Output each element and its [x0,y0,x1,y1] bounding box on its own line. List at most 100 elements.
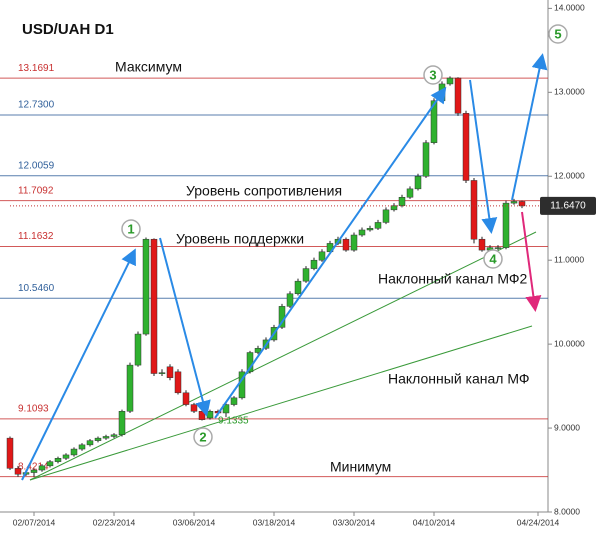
level-label: 13.1691 [18,63,55,74]
level-label: 12.7300 [18,100,55,111]
candle-body [230,397,238,405]
marker-circle [121,219,141,239]
y-tick-label: 11.0000 [554,254,584,264]
candle-body [510,201,518,204]
candle-body [86,440,94,446]
trend-line-mf2 [29,231,537,481]
level-label: 11.7092 [18,185,54,196]
candle-body [6,437,14,469]
candle-body [382,209,390,223]
arrow-down [521,211,542,312]
candle-body [190,404,198,412]
candle-body [310,259,318,269]
marker-label: 4 [489,251,497,266]
chart-title: USD/UAH D1 [22,21,114,38]
candle-body [502,202,510,248]
x-tick-label: 03/18/2014 [253,517,296,527]
low-point-label: 9.1335 [218,416,249,427]
candle-body [454,77,462,114]
annotation: Наклонный канал МФ2 [378,271,527,287]
candle-body [446,77,454,85]
level-label: 12.0059 [18,160,55,171]
candle-body [134,333,142,366]
x-tick-label: 04/10/2014 [413,517,456,527]
candle-body [118,411,126,436]
candle-body [374,222,382,229]
candle-body [14,468,22,475]
candle-body [30,469,38,473]
candle-body [286,293,294,307]
candle-body [318,251,326,261]
arrow [511,53,548,201]
candle-body [78,444,86,450]
candle-body [206,411,214,419]
x-tick-label: 02/23/2014 [93,517,136,527]
trend-line-mf [29,325,533,481]
candle-body [126,364,134,412]
candle-body [166,366,174,378]
candle-body [142,238,150,335]
arrow [21,248,136,481]
candle-body [366,228,374,231]
candle-body [110,434,118,437]
arrow [214,86,447,419]
candle-body [302,268,310,282]
candle-body [222,404,230,414]
marker-label: 1 [127,221,134,236]
candle-body [54,458,62,462]
marker-circle [193,427,213,447]
marker-circle [423,65,443,85]
candle-body [182,392,190,405]
marker-label: 5 [554,26,561,41]
candle-body [414,176,422,190]
y-tick-label: 9.0000 [554,422,580,432]
x-tick-label: 04/24/2014 [517,517,560,527]
candle-body [494,247,502,249]
candle-body [62,454,70,459]
x-tick-label: 02/07/2014 [13,517,56,527]
candle-body [198,411,206,420]
candle-body [294,280,302,295]
annotation: Минимум [330,459,391,475]
candle-body [406,188,414,198]
annotation: Уровень сопротивления [186,183,342,199]
candle-body [398,196,406,206]
candle-body [342,238,350,251]
candle-body [46,461,54,467]
x-tick-label: 03/30/2014 [333,517,376,527]
marker-label: 2 [199,429,206,444]
candle-body [94,437,102,441]
y-tick-label: 12.0000 [554,171,585,181]
y-tick-label: 14.0000 [554,3,585,13]
arrow [469,79,498,234]
annotation: Наклонный канал МФ [388,371,529,387]
plot-area [0,0,548,512]
level-label: 8.4214 [18,461,49,472]
candle-body [158,372,166,374]
candle-body [174,371,182,394]
candle-body [518,201,526,207]
arrow [159,237,211,417]
level-label: 10.5460 [18,283,55,294]
y-tick-label: 10.0000 [554,338,585,348]
candle-body [358,229,366,236]
level-label: 11.1632 [18,231,54,242]
annotation: Уровень поддержки [176,231,304,247]
level-label: 9.1093 [18,404,49,415]
annotation: Максимум [115,59,182,75]
candle-body [70,448,78,456]
last-price-box [540,196,596,215]
marker-circle [548,24,568,44]
candle-body [350,234,358,251]
marker-circle [483,249,503,269]
y-tick-label: 13.0000 [554,87,585,97]
marker-label: 3 [429,67,436,82]
x-tick-label: 03/06/2014 [173,517,216,527]
candle-body [462,113,470,181]
y-tick-label: 8.0000 [554,506,580,516]
candle-body [38,465,46,471]
candle-body [422,142,430,177]
candle-body [470,180,478,240]
last-price-label: 11.6470 [550,201,586,212]
